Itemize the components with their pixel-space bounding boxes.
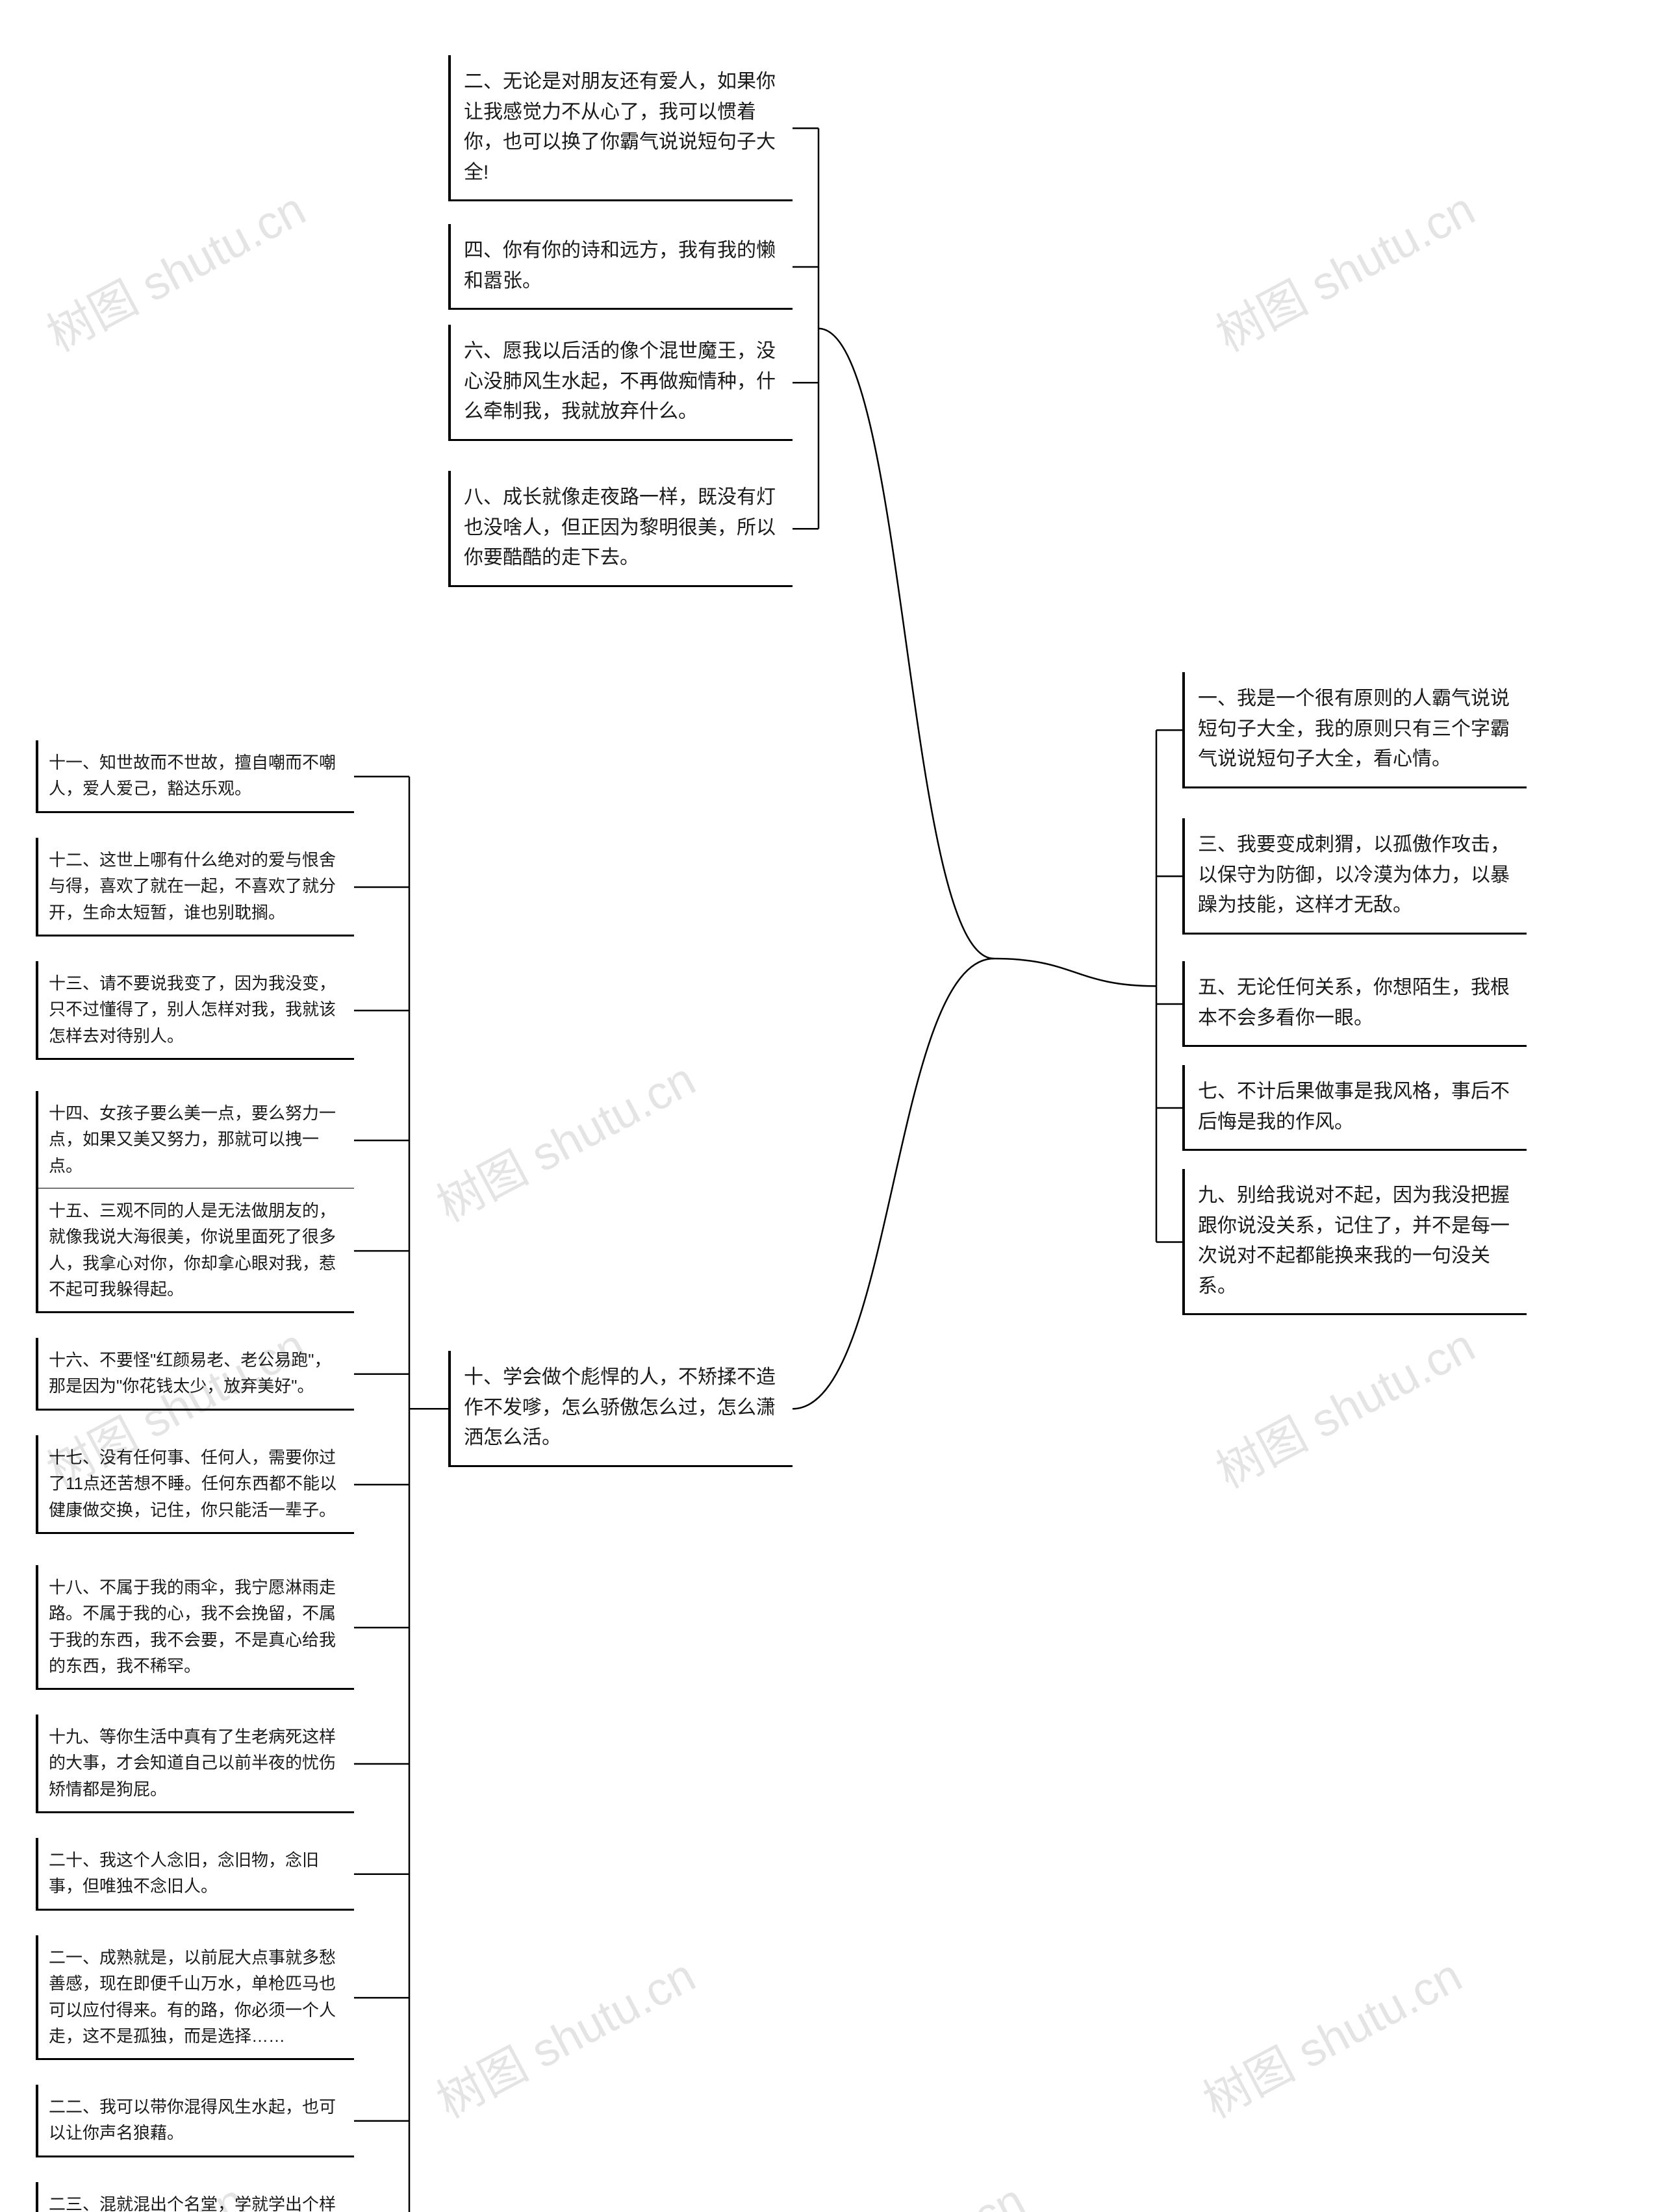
node-2: 二、无论是对朋友还有爱人，如果你让我感觉力不从心了，我可以惯着你，也可以换了你霸… xyxy=(448,55,793,201)
node-16: 十六、不要怪"红颜易老、老公易跑"，那是因为"你花钱太少，放弃美好"。 xyxy=(36,1338,354,1411)
node-3: 三、我要变成刺猬，以孤傲作攻击，以保守为防御，以冷漠为体力，以暴躁为技能，这样才… xyxy=(1182,818,1527,935)
node-12: 十二、这世上哪有什么绝对的爱与恨舍与得，喜欢了就在一起，不喜欢了就分开，生命太短… xyxy=(36,838,354,936)
node-5: 五、无论任何关系，你想陌生，我根本不会多看你一眼。 xyxy=(1182,961,1527,1047)
mindmap-canvas: 二、无论是对朋友还有爱人，如果你让我感觉力不从心了，我可以惯着你，也可以换了你霸… xyxy=(0,0,1663,2212)
watermark: 树图 shutu.cn xyxy=(423,1938,705,2131)
node-1: 一、我是一个很有原则的人霸气说说短句子大全，我的原则只有三个字霸气说说短句子大全… xyxy=(1182,672,1527,788)
watermark: 树图 shutu.cn xyxy=(1189,1938,1471,2131)
node-4: 四、你有你的诗和远方，我有我的懒和嚣张。 xyxy=(448,224,793,310)
node-15: 十五、三观不同的人是无法做朋友的，就像我说大海很美，你说里面死了很多人，我拿心对… xyxy=(36,1188,354,1313)
watermark: 树图 shutu.cn xyxy=(1202,171,1484,364)
node-13: 十三、请不要说我变了，因为我没变，只不过懂得了，别人怎样对我，我就该怎样去对待别… xyxy=(36,961,354,1060)
node-23: 二三、混就混出个名堂，学就学出个样子，要么出人头地，要么人头落地。 xyxy=(36,2182,354,2212)
node-21: 二一、成熟就是，以前屁大点事就多愁善感，现在即便千山万水，单枪匹马也可以应付得来… xyxy=(36,1935,354,2060)
node-11: 十一、知世故而不世故，擅自嘲而不嘲人，爱人爱己，豁达乐观。 xyxy=(36,740,354,813)
node-19: 十九、等你生活中真有了生老病死这样的大事，才会知道自己以前半夜的忧伤矫情都是狗屁… xyxy=(36,1715,354,1813)
node-7: 七、不计后果做事是我风格，事后不后悔是我的作风。 xyxy=(1182,1065,1527,1151)
node-10: 十、学会做个彪悍的人，不矫揉不造作不发嗲，怎么骄傲怎么过，怎么潇洒怎么活。 xyxy=(448,1351,793,1467)
node-9: 九、别给我说对不起，因为我没把握跟你说没关系，记住了，并不是每一次说对不起都能换… xyxy=(1182,1169,1527,1315)
watermark: 树图 shutu.cn xyxy=(423,1042,705,1235)
node-6: 六、愿我以后活的像个混世魔王，没心没肺风生水起，不再做痴情种，什么牵制我，我就放… xyxy=(448,325,793,441)
watermark: cn xyxy=(965,2174,1034,2212)
watermark: 树图 shutu.cn xyxy=(33,171,315,364)
node-22: 二二、我可以带你混得风生水起，也可以让你声名狼藉。 xyxy=(36,2085,354,2157)
node-18: 十八、不属于我的雨伞，我宁愿淋雨走路。不属于我的心，我不会挽留，不属于我的东西，… xyxy=(36,1565,354,1690)
node-14: 十四、女孩子要么美一点，要么努力一点，如果又美又努力，那就可以拽一点。 xyxy=(36,1091,354,1190)
node-20: 二十、我这个人念旧，念旧物，念旧事，但唯独不念旧人。 xyxy=(36,1838,354,1911)
node-17: 十七、没有任何事、任何人，需要你过了11点还苦想不睡。任何东西都不能以健康做交换… xyxy=(36,1435,354,1534)
node-8: 八、成长就像走夜路一样，既没有灯也没啥人，但正因为黎明很美，所以你要酷酷的走下去… xyxy=(448,471,793,587)
watermark: 树图 shutu.cn xyxy=(1202,1308,1484,1501)
